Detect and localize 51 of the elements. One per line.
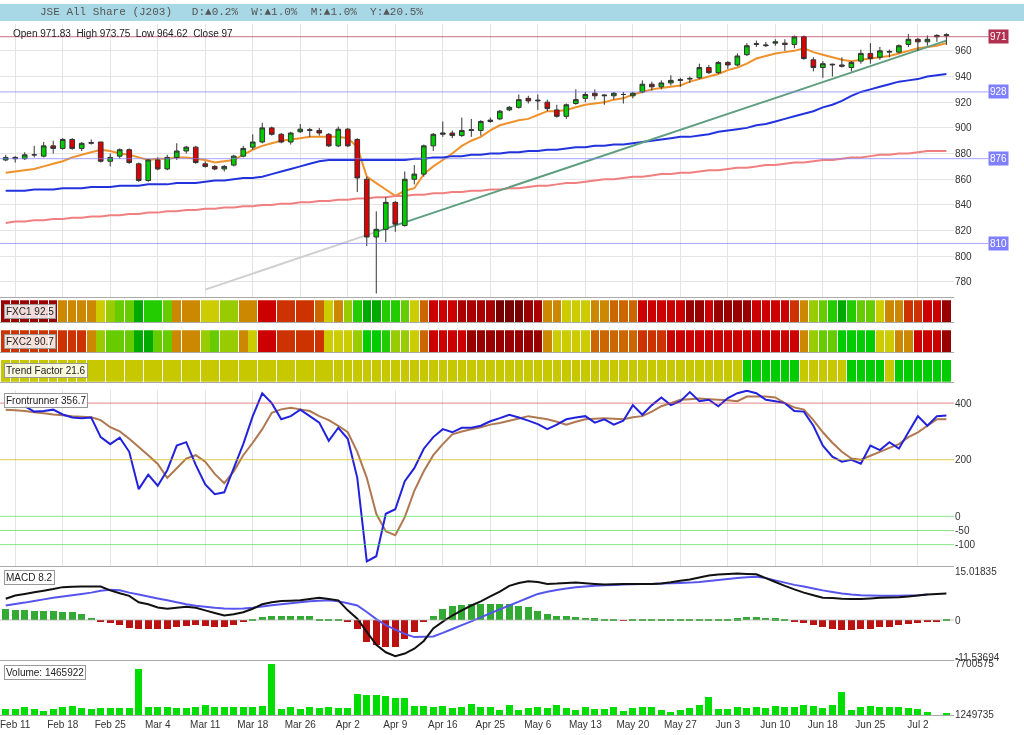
y-tick-label: 0 xyxy=(955,614,961,626)
chart-title: JSE All Share (J203) D:▲0.2% W:▲1.0% M:▲1.0% Y:▲20.5% xyxy=(40,6,424,18)
y-tick-label: 780 xyxy=(955,276,973,288)
x-tick-label: Mar 26 xyxy=(284,719,317,730)
x-tick-label: Jun 3 xyxy=(715,719,741,730)
x-tick-label: Jul 2 xyxy=(907,719,929,730)
text: Frontrunner 356.7 xyxy=(6,395,87,406)
ref-line-label: 928 xyxy=(990,86,1008,97)
x-tick-label: Jun 25 xyxy=(855,719,886,730)
y-tick-label: 960 xyxy=(955,45,973,57)
x-tick-label: Feb 25 xyxy=(94,719,127,730)
y-tick-label: 840 xyxy=(955,199,973,211)
x-tick-label: Mar 4 xyxy=(144,719,171,730)
y-tick-label: 800 xyxy=(955,250,973,262)
chart-subtitle: Open 971.83 High 973.75 Low 964.62 Close 97 xyxy=(13,28,234,39)
x-tick-label: May 27 xyxy=(663,719,698,730)
x-tick-label: Feb 11 xyxy=(0,719,31,730)
text: FXC1 92.5 xyxy=(6,306,55,317)
ref-line-label: 971 xyxy=(990,31,1008,42)
x-tick-label: Apr 25 xyxy=(475,719,506,730)
x-tick-label: May 13 xyxy=(568,719,603,730)
y-tick-label: -100 xyxy=(955,539,976,551)
y-tick-label: 7700575 xyxy=(955,658,995,670)
y-tick-label: 200 xyxy=(955,454,973,466)
x-tick-label: Feb 18 xyxy=(47,719,79,730)
x-tick-label: Jun 10 xyxy=(760,719,791,730)
x-tick-label: May 20 xyxy=(616,719,650,730)
y-tick-label: 15.01835 xyxy=(955,566,998,578)
text: FXC2 90.7 xyxy=(6,336,55,347)
text: MACD 8.2 xyxy=(6,572,53,583)
x-tick-label: Apr 9 xyxy=(383,719,408,730)
x-tick-label: May 6 xyxy=(524,719,552,730)
y-tick-label: 880 xyxy=(955,148,973,160)
x-tick-label: Mar 18 xyxy=(237,719,269,730)
y-tick-label: -50 xyxy=(955,524,970,536)
ref-line-label: 876 xyxy=(990,153,1008,164)
x-tick-label: Jun 18 xyxy=(807,719,839,730)
y-tick-label: 400 xyxy=(955,397,973,409)
x-tick-label: Apr 2 xyxy=(335,719,361,730)
text: Volume: 1465922 xyxy=(6,667,85,678)
y-tick-label: 1249735 xyxy=(955,709,995,721)
y-tick-label: 820 xyxy=(955,225,973,237)
ref-line-label: 810 xyxy=(990,238,1008,249)
y-tick-label: 940 xyxy=(955,71,973,83)
text: Trend Factor 21.6 xyxy=(6,365,86,376)
y-tick-label: 0 xyxy=(955,510,961,522)
y-tick-label: 900 xyxy=(955,122,973,134)
y-tick-label: 920 xyxy=(955,96,973,108)
x-tick-label: Mar 11 xyxy=(190,719,221,730)
x-tick-label: Apr 16 xyxy=(428,719,458,730)
y-tick-label: 860 xyxy=(955,173,973,185)
